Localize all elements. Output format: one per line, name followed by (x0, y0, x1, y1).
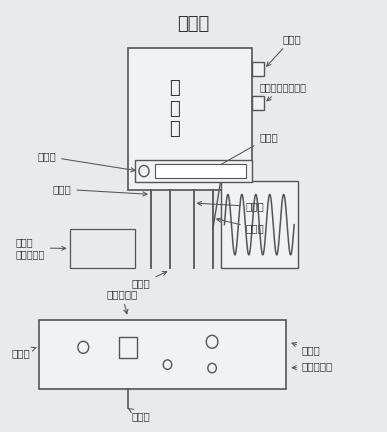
Text: 接线板: 接线板 (267, 34, 301, 66)
Bar (128, 48, 252, 190)
Text: 出水口: 出水口 (53, 184, 147, 196)
Bar (70, 229, 135, 268)
Bar (252, 62, 264, 76)
Text: 压力计水阀: 压力计水阀 (106, 289, 137, 314)
Text: 显示屏: 显示屏 (213, 132, 278, 169)
Text: 电
锅
炉: 电 锅 炉 (170, 79, 180, 139)
Text: 泄压口: 泄压口 (129, 409, 151, 421)
Bar (155, 164, 246, 178)
Bar (118, 337, 137, 358)
Text: 泄压口: 泄压口 (132, 272, 167, 289)
Text: 进水口: 进水口 (292, 343, 320, 355)
Bar (252, 96, 264, 110)
Bar (221, 181, 298, 268)
Text: 压力表: 压力表 (38, 151, 135, 172)
Text: 排气口: 排气口 (197, 201, 264, 212)
Text: 自来水
压力计水口: 自来水 压力计水口 (15, 237, 66, 259)
Bar (39, 320, 286, 389)
Text: 回水口: 回水口 (217, 218, 264, 233)
Text: 出水口: 出水口 (12, 347, 36, 358)
Text: 水泵排气口: 水泵排气口 (292, 361, 333, 372)
Text: 底视图: 底视图 (177, 15, 210, 33)
Bar (135, 160, 252, 182)
Text: 漏电保护（选配）: 漏电保护（选配） (259, 82, 306, 101)
